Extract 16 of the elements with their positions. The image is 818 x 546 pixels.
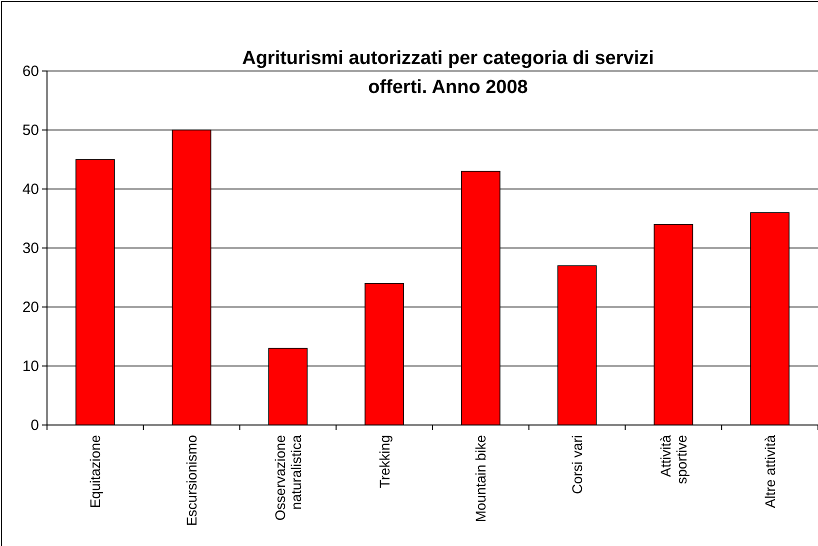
- y-tick-label: 10: [22, 358, 39, 375]
- y-tick-label: 0: [30, 416, 39, 434]
- x-tick-label: Osservazione naturalistica: [272, 434, 304, 521]
- y-tick-label: 20: [22, 298, 39, 316]
- y-tick-label: 50: [22, 122, 39, 139]
- x-tick-label: Escursionismo: [184, 434, 200, 526]
- x-tick-label: Altre attività: [762, 434, 778, 508]
- x-tick-label: Corsi vari: [569, 435, 586, 494]
- x-tick-label: Equitazione: [87, 434, 104, 508]
- x-tick-label: Mountain bike: [472, 434, 489, 522]
- x-tick-label: Trekking: [376, 435, 392, 488]
- y-tick-label: 60: [22, 62, 39, 80]
- y-tick-label: 40: [22, 180, 39, 198]
- y-tick-label: 30: [22, 240, 39, 257]
- x-tick-label: Attività sportive: [657, 434, 690, 484]
- chart-title: Agriturismi autorizzati per categoria di servizi offerti. Anno 2008: [242, 48, 654, 98]
